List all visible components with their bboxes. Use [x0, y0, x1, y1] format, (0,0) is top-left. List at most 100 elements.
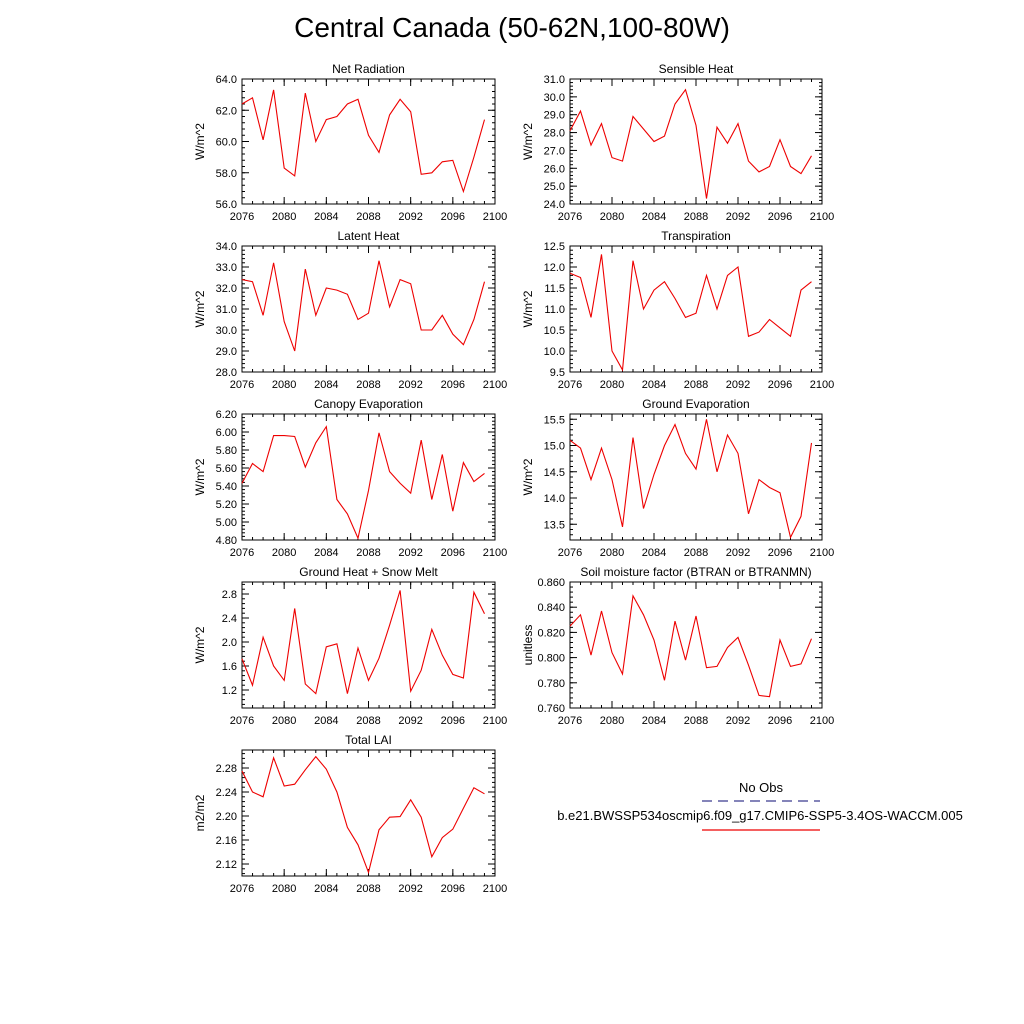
chart-panel: Net Radiation W/m^2 2076 2080 2084 2088 2092 20…	[193, 62, 507, 223]
y-tick-label: 5.00	[216, 517, 237, 529]
y-tick-label: 10.5	[544, 325, 565, 337]
y-tick-label: 11.0	[544, 304, 565, 316]
x-tick-label: 2100	[810, 715, 834, 727]
y-tick-label: 2.0	[222, 637, 237, 649]
x-tick-label: 2092	[726, 547, 750, 559]
y-tick-label: 2.28	[216, 763, 237, 775]
x-tick-label: 2076	[558, 211, 582, 223]
y-tick-label: 2.24	[216, 787, 237, 799]
chart-title: Canopy Evaporation	[314, 397, 423, 411]
y-tick-label: 0.860	[537, 577, 565, 589]
y-tick-label: 58.0	[216, 168, 237, 180]
y-tick-label: 5.20	[216, 499, 237, 511]
y-tick-label: 31.0	[544, 74, 565, 86]
series-line	[241, 425, 485, 540]
x-tick-label: 2092	[398, 715, 422, 727]
chart-panel: Ground Evaporation W/m^2 2076 2080 2084 2088 2…	[521, 397, 834, 559]
y-axis-label: W/m^2	[193, 458, 207, 495]
chart-panel: Total LAI m2/m2 2076 2080 2084 2088 2092 2096 21…	[193, 733, 507, 895]
x-tick-label: 2088	[684, 379, 708, 391]
y-tick-label: 12.0	[544, 262, 565, 274]
y-tick-label: 56.0	[216, 199, 237, 211]
x-tick-label: 2092	[726, 715, 750, 727]
y-tick-label: 0.760	[537, 703, 565, 715]
y-axis-label: W/m^2	[521, 290, 535, 327]
x-tick-label: 2080	[600, 547, 624, 559]
x-tick-label: 2092	[726, 211, 750, 223]
chart-title: Sensible Heat	[659, 62, 734, 76]
chart-panel: Canopy Evaporation W/m^2 2076 2080 2084 2088 2…	[193, 397, 507, 559]
x-tick-label: 2076	[230, 379, 254, 391]
y-tick-label: 0.820	[537, 627, 565, 639]
y-axis-label: m2/m2	[193, 794, 207, 831]
x-tick-label: 2080	[600, 211, 624, 223]
y-tick-label: 10.0	[544, 346, 565, 358]
plot-frame	[241, 78, 496, 205]
y-tick-label: 2.8	[222, 589, 237, 601]
y-tick-label: 11.5	[544, 283, 565, 295]
y-tick-label: 0.800	[537, 653, 565, 665]
y-tick-label: 27.0	[544, 145, 565, 157]
x-tick-label: 2076	[558, 715, 582, 727]
y-axis-label: unitless	[521, 625, 535, 666]
x-tick-label: 2100	[810, 211, 834, 223]
x-tick-label: 2080	[600, 379, 624, 391]
x-tick-label: 2088	[684, 547, 708, 559]
chart-title: Transpiration	[661, 229, 731, 243]
plot-frame	[241, 749, 496, 877]
y-tick-label: 13.5	[544, 519, 565, 531]
y-tick-label: 30.0	[216, 325, 237, 337]
x-tick-label: 2084	[314, 211, 338, 223]
x-tick-label: 2088	[356, 211, 380, 223]
x-tick-label: 2076	[558, 547, 582, 559]
legend-obs-label: No Obs	[739, 780, 784, 795]
y-axis-label: W/m^2	[521, 123, 535, 160]
x-tick-label: 2096	[441, 211, 465, 223]
chart-title: Net Radiation	[332, 62, 405, 76]
x-tick-label: 2084	[314, 379, 338, 391]
y-tick-label: 6.20	[216, 409, 237, 421]
x-tick-label: 2092	[398, 547, 422, 559]
y-tick-label: 1.2	[222, 685, 237, 697]
legend-model-label: b.e21.BWSSP534oscmip6.f09_g17.CMIP6-SSP5…	[557, 808, 963, 823]
x-tick-label: 2100	[483, 715, 507, 727]
series-line	[569, 594, 813, 698]
chart-title: Ground Heat + Snow Melt	[299, 565, 438, 579]
x-tick-label: 2084	[642, 379, 666, 391]
y-tick-label: 32.0	[216, 283, 237, 295]
y-axis-label: W/m^2	[193, 626, 207, 663]
series-line	[241, 755, 485, 875]
series-line	[569, 88, 812, 199]
chart-panel: Transpiration W/m^2 2076 2080 2084 2088 2092 20…	[521, 229, 834, 391]
y-tick-label: 64.0	[216, 74, 237, 86]
x-tick-label: 2092	[726, 379, 750, 391]
plot-frame	[569, 581, 823, 709]
x-tick-label: 2084	[642, 547, 666, 559]
y-tick-label: 25.0	[544, 181, 565, 193]
x-tick-label: 2096	[441, 379, 465, 391]
x-tick-label: 2076	[230, 715, 254, 727]
x-tick-label: 2096	[768, 379, 792, 391]
y-tick-label: 12.5	[544, 241, 565, 253]
plot-frame	[241, 413, 496, 541]
x-tick-label: 2088	[684, 715, 708, 727]
y-tick-label: 9.5	[550, 367, 565, 379]
x-tick-label: 2096	[441, 883, 465, 895]
x-tick-label: 2092	[398, 379, 422, 391]
y-tick-label: 4.80	[216, 535, 237, 547]
x-tick-label: 2100	[483, 547, 507, 559]
x-tick-label: 2096	[441, 547, 465, 559]
chart-panel: Sensible Heat W/m^2 2076 2080 2084 2088 2092 20…	[521, 62, 834, 223]
series-line	[241, 89, 486, 194]
x-tick-label: 2100	[810, 379, 834, 391]
x-tick-label: 2076	[230, 211, 254, 223]
x-tick-label: 2088	[356, 883, 380, 895]
x-tick-label: 2084	[314, 883, 338, 895]
y-tick-label: 60.0	[216, 137, 237, 149]
x-tick-label: 2096	[441, 715, 465, 727]
x-tick-label: 2080	[272, 211, 296, 223]
y-tick-label: 14.0	[544, 493, 565, 505]
y-tick-label: 30.0	[544, 92, 565, 104]
series-line	[569, 419, 813, 540]
y-tick-label: 62.0	[216, 105, 237, 117]
